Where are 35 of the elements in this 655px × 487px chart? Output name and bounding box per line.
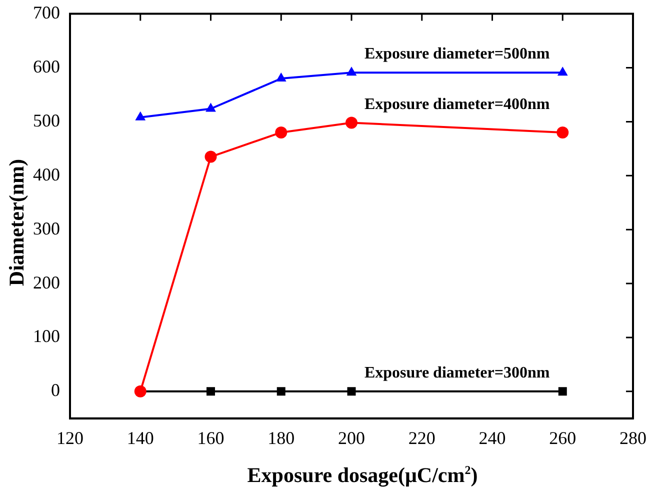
x-tick-label: 200 — [338, 428, 365, 448]
series-label: Exposure diameter=300nm — [364, 364, 550, 382]
point — [206, 387, 215, 396]
point — [556, 126, 569, 138]
series-label: Exposure diameter=400nm — [364, 96, 550, 113]
point — [557, 66, 568, 76]
point — [558, 387, 567, 396]
x-tick-label: 180 — [268, 428, 295, 448]
y-tick-label: 500 — [33, 110, 60, 130]
point — [346, 116, 358, 129]
y-axis-title: Diameter(nm) — [4, 158, 30, 288]
x-tick-label: 140 — [126, 428, 154, 448]
x-tick-label: 160 — [197, 428, 224, 448]
point — [204, 150, 217, 163]
x-tick-label: 280 — [620, 428, 646, 448]
point — [276, 72, 286, 82]
x-tick-label: 220 — [408, 428, 436, 448]
point — [206, 102, 216, 112]
x-tick-label: 240 — [478, 428, 506, 448]
y-tick-label: 0 — [51, 380, 60, 400]
point — [135, 111, 146, 120]
y-tick-label: 200 — [33, 272, 60, 292]
x-axis-title: Exposure dosage(μC/cm$^{2}$) — [246, 462, 479, 487]
series-label: Exposure diameter=500nm — [364, 46, 550, 63]
y-tick-label: 600 — [33, 56, 60, 76]
y-tick-label: 300 — [33, 218, 60, 238]
point — [347, 387, 356, 396]
point — [275, 126, 288, 138]
y-tick-label: 700 — [33, 2, 60, 23]
y-tick-label: 100 — [33, 326, 60, 346]
x-tick-label: 260 — [549, 428, 576, 448]
point — [276, 387, 286, 396]
point — [346, 66, 357, 76]
x-tick-label: 120 — [56, 428, 84, 448]
y-tick-label: 400 — [33, 164, 60, 184]
